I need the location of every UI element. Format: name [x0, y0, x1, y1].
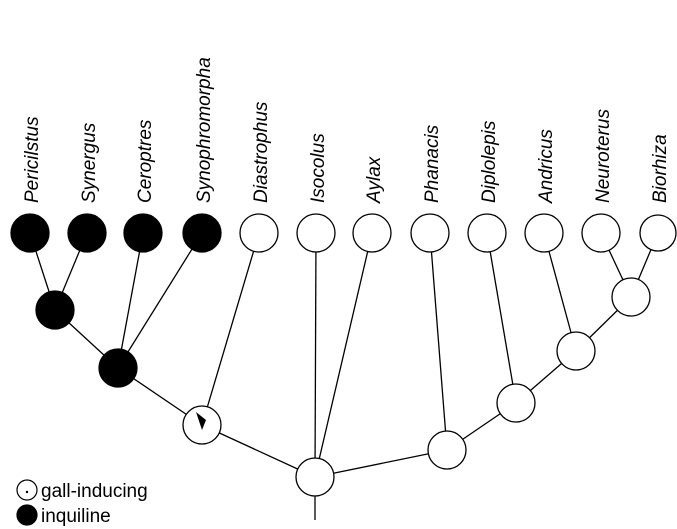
leaf-node-biorhiza — [639, 214, 677, 252]
edge — [543, 232, 577, 352]
internal-node-g — [556, 331, 596, 371]
taxon-label-diastrophus: Diastrophus — [251, 101, 272, 203]
leaf-node-isocolus — [296, 213, 336, 253]
internal-node-e — [427, 430, 467, 470]
legend-gall-label: gall-inducing — [41, 481, 148, 502]
legend: gall-inducing inquiline — [16, 479, 148, 527]
taxon-label-phanacis: Phanacis — [422, 124, 443, 203]
leaf-node-andricus — [524, 213, 564, 253]
legend-inquiline-symbol — [16, 504, 38, 526]
taxon-label-pericilstus: Pericilstus — [22, 116, 43, 203]
edge — [314, 232, 373, 478]
legend-inquiline-label: inquiline — [41, 506, 111, 527]
arrowhead-marker — [196, 412, 206, 430]
edge — [314, 449, 448, 478]
internal-node-inquiline-b — [98, 348, 138, 388]
taxon-labels: Pericilstus Synergus Ceroptres Synophrom… — [22, 57, 671, 204]
leaf-node-ceroptres — [123, 213, 163, 253]
leaf-node-synergus — [67, 213, 107, 253]
taxon-label-synophromorpha: Synophromorpha — [194, 57, 215, 203]
edge — [201, 424, 316, 478]
internal-node-inquiline-a — [35, 290, 75, 330]
taxon-label-neuroterus: Neuroterus — [593, 109, 614, 203]
legend-gall-symbol — [16, 479, 38, 501]
edge — [314, 232, 317, 478]
leaf-node-neuroterus — [581, 213, 621, 253]
leaf-node-pericilstus — [10, 213, 50, 253]
taxon-label-isocolus: Isocolus — [308, 133, 329, 203]
leaf-node-phanacis — [410, 213, 450, 253]
edge — [429, 232, 448, 451]
leaf-node-diplolepis — [467, 213, 507, 253]
leaf-nodes — [10, 213, 677, 253]
leaf-node-diastrophus — [239, 213, 279, 253]
internal-node-root — [295, 457, 335, 497]
taxon-label-synergus: Synergus — [79, 122, 100, 203]
leaf-node-aylax — [352, 213, 392, 253]
internal-node-f — [496, 383, 536, 423]
taxon-label-diplolepis: Diplolepis — [479, 120, 500, 203]
taxon-label-aylax: Aylax — [364, 155, 385, 204]
edge — [201, 232, 260, 426]
internal-node-h — [611, 277, 651, 317]
internal-nodes — [35, 277, 651, 497]
edge — [486, 232, 517, 404]
edge — [117, 232, 144, 369]
taxon-label-biorhiza: Biorhiza — [650, 134, 671, 203]
edge — [117, 232, 203, 369]
legend-gall-dot — [25, 490, 29, 494]
leaf-node-synophromorpha — [182, 213, 222, 253]
taxon-label-ceroptres: Ceroptres — [135, 119, 156, 203]
taxon-label-andricus: Andricus — [536, 129, 557, 204]
